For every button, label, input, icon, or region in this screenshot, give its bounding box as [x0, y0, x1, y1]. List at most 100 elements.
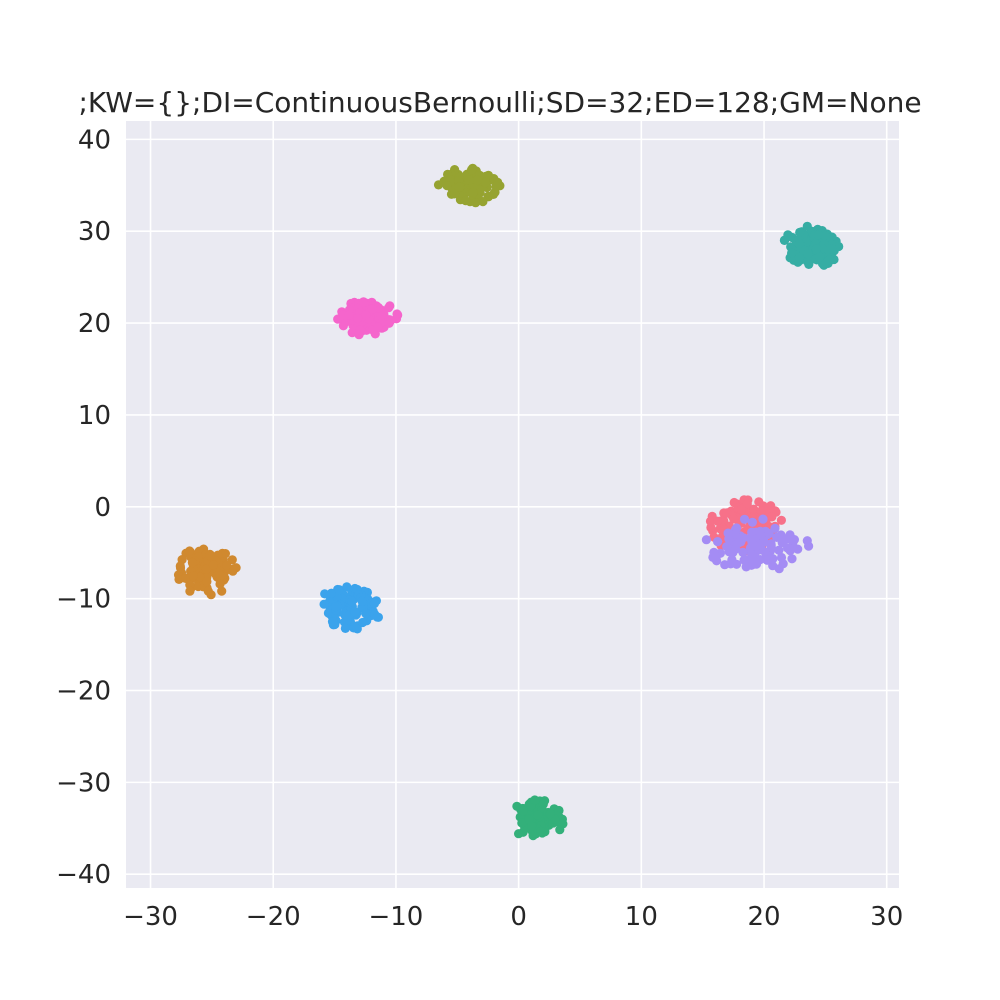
scatter-point [367, 304, 377, 314]
scatter-point [203, 586, 213, 596]
scatter-point [344, 310, 354, 320]
scatter-point [386, 316, 396, 326]
scatter-point [357, 596, 367, 606]
scatter-point [815, 252, 825, 262]
scatter-point [749, 504, 759, 514]
scatter-point [766, 539, 776, 549]
scatter-point [323, 608, 333, 618]
scatter-point [793, 544, 803, 554]
scatter-point [755, 526, 765, 537]
scatter-point [802, 536, 812, 546]
scatter-point [471, 198, 481, 208]
scatter-point [202, 576, 212, 587]
scatter-point [326, 588, 336, 598]
scatter-point [392, 309, 402, 319]
x-tick-label: −20 [246, 902, 301, 932]
scatter-point [319, 599, 329, 609]
scatter-point [705, 516, 716, 526]
y-tick-label: −20 [56, 677, 111, 707]
scatter-point [358, 617, 368, 628]
scatter-point [205, 551, 215, 561]
scatter-point [355, 325, 365, 335]
scatter-point [450, 189, 460, 199]
scatter-point [340, 623, 350, 634]
scatter-point [795, 227, 805, 237]
scatter-point [342, 582, 352, 592]
y-tick-label: 30 [78, 217, 111, 247]
scatter-point [231, 563, 241, 573]
scatter-point [216, 571, 226, 581]
scatter-point [751, 559, 762, 569]
y-tick-label: 0 [94, 493, 111, 523]
scatter-point [778, 559, 788, 569]
scatter-point [713, 516, 723, 526]
y-tick-label: −10 [56, 585, 111, 615]
scatter-point [819, 260, 829, 270]
scatter-point [720, 560, 730, 570]
scatter-point [361, 310, 371, 320]
y-tick-label: 10 [78, 401, 111, 431]
scatter-point [215, 579, 225, 589]
scatter-point [813, 230, 823, 240]
scatter-point [762, 555, 772, 565]
scatter-point [347, 596, 357, 607]
x-tick-label: 10 [625, 902, 658, 932]
x-tick-label: 30 [870, 902, 903, 932]
scatter-point [372, 612, 382, 622]
scatter-point [732, 523, 742, 533]
gridlines [126, 121, 899, 888]
scatter-points [173, 163, 844, 841]
scatter-point [376, 311, 386, 321]
scatter-point [222, 560, 232, 570]
scatter-point [794, 252, 805, 263]
scatter-point [787, 554, 797, 564]
scatter-point [328, 616, 338, 627]
scatter-point [220, 549, 230, 559]
scatter-point [824, 255, 835, 265]
scatter-point [776, 515, 787, 525]
scatter-point [384, 303, 394, 313]
scatter-point [442, 181, 452, 191]
scatter-point [517, 818, 527, 828]
scatter-point [527, 821, 537, 831]
scatter-point [188, 571, 198, 581]
scatter-point [533, 810, 543, 820]
scatter-point [780, 235, 790, 245]
scatter-point [727, 555, 737, 565]
scatter-point [739, 514, 750, 524]
scatter-point [738, 547, 748, 558]
scatter-point [518, 806, 528, 816]
scatter-point [759, 536, 769, 546]
scatter-point [185, 586, 195, 596]
scatter-point [760, 547, 770, 557]
scatter-point [536, 826, 546, 837]
scatter-point [514, 829, 524, 839]
scatter-point [722, 542, 732, 552]
scatter-point [747, 517, 758, 527]
scatter-point [524, 814, 534, 824]
y-tick-label: 20 [78, 309, 111, 339]
x-tick-label: −10 [368, 902, 423, 932]
scatter-point [736, 504, 747, 514]
scatter-point [352, 624, 362, 634]
scatter-point [724, 534, 734, 544]
scatter-point [764, 528, 774, 539]
scatter-point [787, 248, 797, 258]
scatter-point [491, 181, 501, 191]
scatter-point [201, 564, 212, 574]
scatter-point [353, 313, 363, 323]
scatter-point [555, 825, 565, 835]
scatter-point [350, 607, 360, 617]
scatter-point [774, 545, 784, 555]
x-tick-label: 0 [510, 902, 527, 932]
scatter-point [739, 555, 749, 565]
scatter-point [545, 809, 556, 819]
scatter-point [433, 180, 444, 190]
y-axis-ticks: −40 −30 −20 −10 0 10 20 30 40 [56, 125, 111, 890]
scatter-point [731, 544, 741, 554]
scatter-point [803, 249, 813, 259]
scatter-point [811, 244, 822, 254]
scatter-point [217, 586, 227, 596]
scatter-point [461, 196, 471, 206]
